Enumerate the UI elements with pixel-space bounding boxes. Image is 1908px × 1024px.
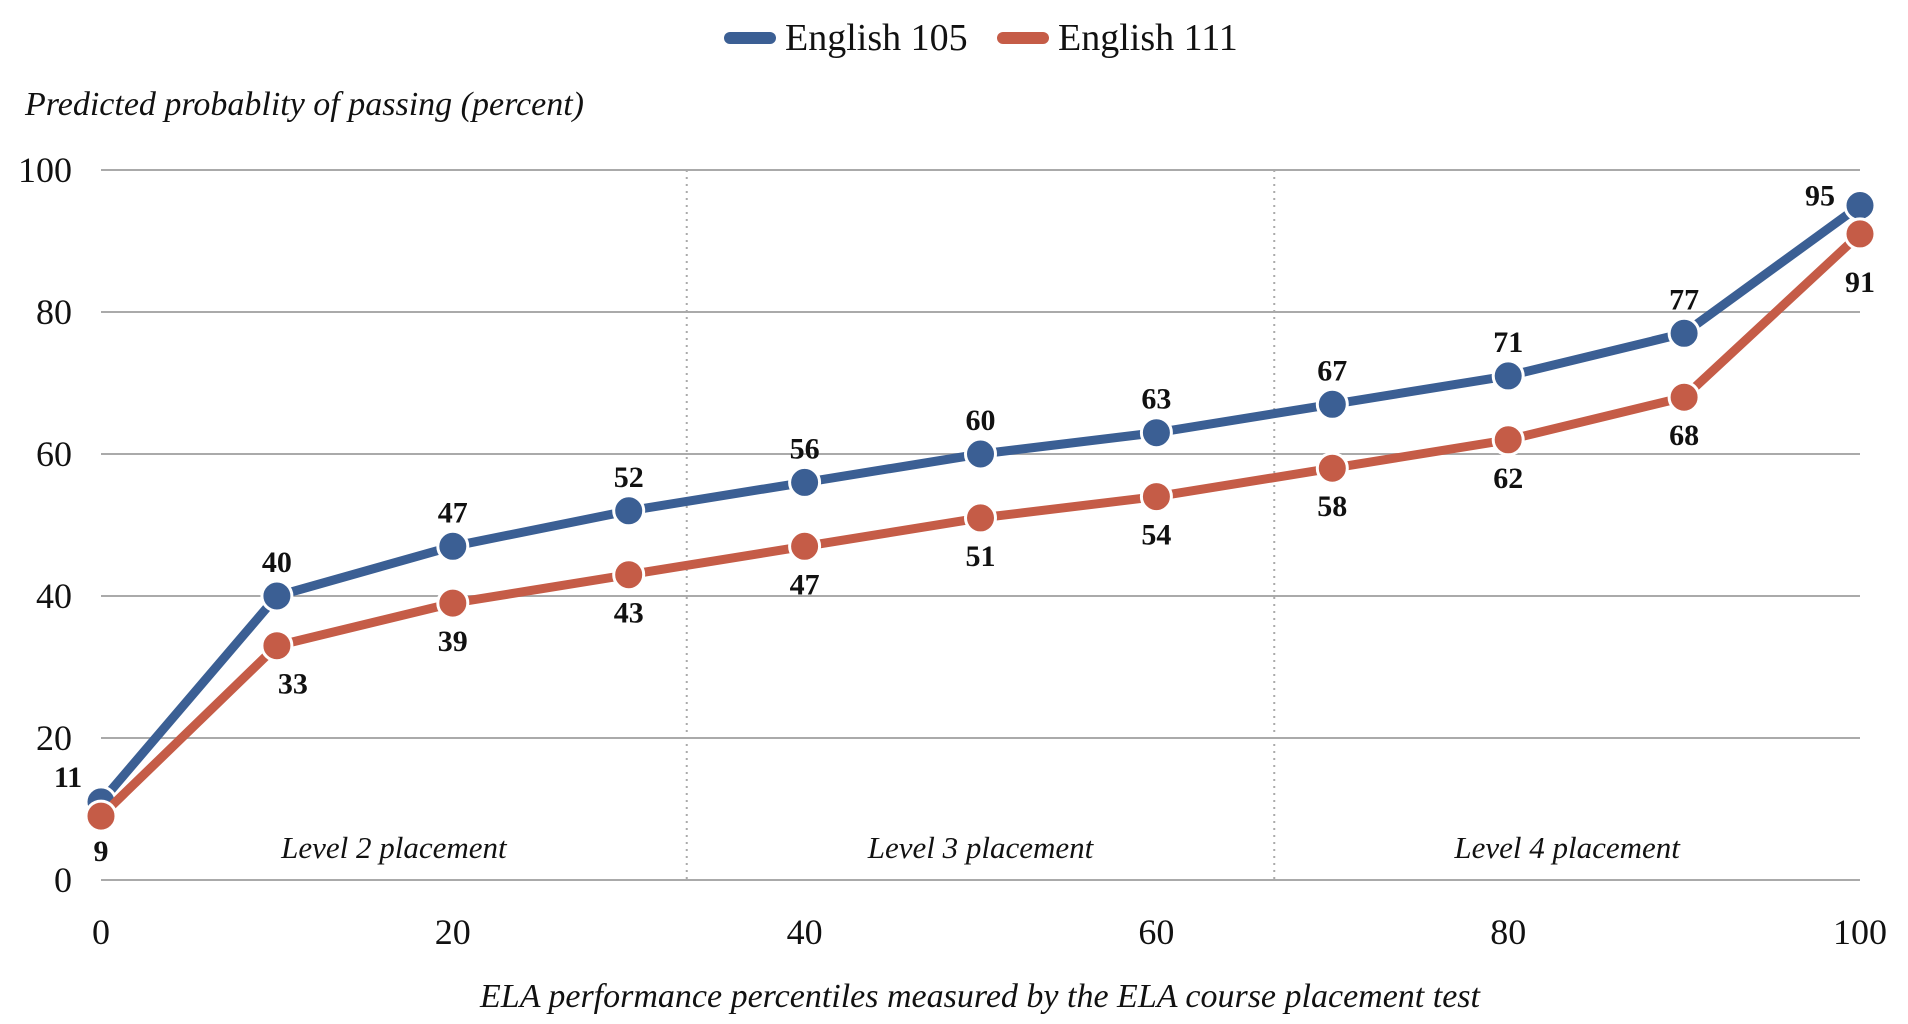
data-point [612, 494, 646, 528]
data-point [1843, 189, 1877, 222]
x-tick-label: 60 [1138, 912, 1174, 952]
x-tick-label: 0 [92, 912, 110, 952]
x-tick-label: 100 [1833, 912, 1887, 952]
data-label: 43 [614, 597, 644, 630]
data-label: 39 [438, 625, 468, 658]
data-label: 71 [1493, 326, 1523, 359]
data-label: 47 [790, 568, 820, 601]
x-tick-label: 40 [787, 912, 823, 952]
y-tick-label: 20 [36, 718, 72, 758]
data-label: 67 [1317, 354, 1347, 387]
data-point [1315, 451, 1349, 485]
y-axis-title: Predicted probablity of passing (percent… [24, 86, 584, 123]
y-tick-label: 0 [54, 860, 72, 900]
data-point [260, 579, 294, 613]
legend-label: English 105 [785, 17, 968, 59]
data-point [1667, 316, 1701, 350]
data-label: 40 [262, 546, 292, 579]
data-label: 91 [1845, 266, 1875, 299]
x-axis-title: ELA performance percentiles measured by … [479, 978, 1481, 1015]
data-label: 54 [1141, 519, 1171, 552]
x-tick-label: 80 [1490, 912, 1526, 952]
legend: English 105 English 111 [724, 17, 1238, 59]
data-point [436, 529, 470, 563]
region-label: Level 3 placement [867, 830, 1095, 865]
data-point [84, 799, 118, 833]
data-point [1139, 480, 1173, 514]
data-point [788, 529, 822, 563]
data-label: 52 [614, 461, 644, 494]
data-label: 77 [1669, 283, 1699, 316]
data-point [436, 586, 470, 620]
data-label: 62 [1493, 462, 1523, 495]
data-point [1139, 416, 1173, 450]
data-label: 9 [94, 835, 109, 868]
data-point [612, 558, 646, 592]
data-label: 56 [790, 432, 820, 465]
data-point [1667, 380, 1701, 414]
region-label: Level 2 placement [280, 830, 508, 865]
x-axis-ticks: 0 20 40 60 80 100 [92, 912, 1887, 952]
data-point [788, 465, 822, 499]
data-label: 11 [54, 761, 82, 794]
y-tick-label: 80 [36, 292, 72, 332]
legend-label: English 111 [1058, 17, 1238, 59]
placement-regions: Level 2 placement Level 3 placement Level … [280, 170, 1681, 880]
data-label: 95 [1805, 180, 1835, 213]
data-label: 51 [966, 540, 996, 573]
series-english-105: 11 40 47 52 56 60 63 67 71 77 95 [54, 180, 1877, 819]
data-point [260, 629, 294, 663]
data-point [1491, 359, 1525, 393]
series-english-111: 9 33 39 43 47 51 54 58 62 68 91 [84, 217, 1877, 868]
region-label: Level 4 placement [1453, 830, 1681, 865]
data-point [1843, 217, 1877, 251]
data-label: 58 [1317, 490, 1347, 523]
data-label: 68 [1669, 419, 1699, 452]
x-tick-label: 20 [435, 912, 471, 952]
y-tick-label: 60 [36, 434, 72, 474]
y-tick-label: 40 [36, 576, 72, 616]
data-label: 47 [438, 496, 468, 529]
data-label: 60 [966, 404, 996, 437]
data-point [1315, 387, 1349, 421]
data-point [964, 501, 997, 535]
series-group: 11 40 47 52 56 60 63 67 71 77 95 9 33 39 43 47 51 54 58 62 6… [54, 180, 1877, 868]
y-axis-ticks: 0 20 40 60 80 100 [18, 150, 72, 900]
data-point [1491, 423, 1525, 457]
data-label: 63 [1141, 383, 1171, 416]
y-tick-label: 100 [18, 150, 72, 190]
data-label: 33 [278, 668, 308, 701]
data-point [964, 437, 997, 471]
